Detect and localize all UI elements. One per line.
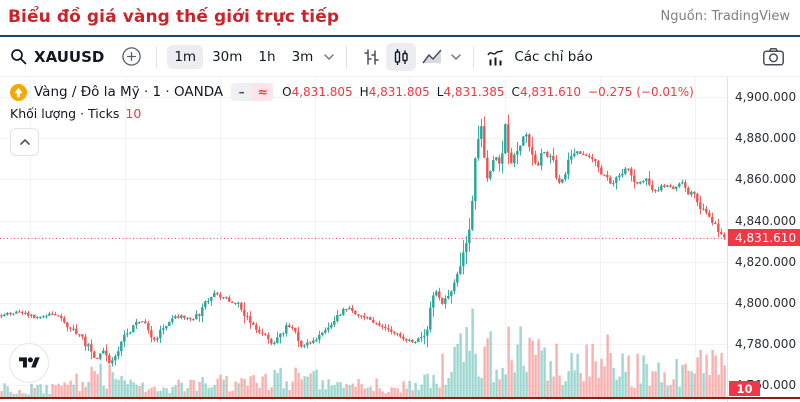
high-value: 4,831.805	[368, 85, 430, 99]
tradingview-logo[interactable]	[9, 343, 49, 383]
price-axis-label: 4,880.000	[735, 131, 797, 146]
volume-legend-value: 10	[125, 106, 142, 121]
timeframe-dropdown-chevron-icon[interactable]	[324, 53, 335, 60]
volume-legend-label: Khối lượng · Ticks	[10, 106, 120, 121]
volume-legend[interactable]: Khối lượng · Ticks 10	[10, 106, 141, 121]
close-key: C	[511, 85, 520, 99]
chart-style-dropdown-chevron-icon[interactable]	[451, 53, 462, 60]
timeframe-3m[interactable]: 3m	[291, 48, 314, 65]
source-attribution: Nguồn: TradingView	[660, 9, 790, 24]
low-value: 4,831.385	[443, 85, 505, 99]
indicators-label: Các chỉ báo	[514, 48, 593, 65]
legend-actions: – ≈	[231, 83, 274, 101]
page-header: Biểu đồ giá vàng thế giới trực tiếp Nguồ…	[0, 0, 800, 35]
timeframe-1h[interactable]: 1h	[258, 48, 276, 65]
chart-toolbar: XAUUSD 1m 30m 1h 3m Các chỉ báo	[0, 37, 800, 77]
price-axis-label: 4,860.000	[735, 172, 797, 187]
ohlc-values: O 4,831.805 H 4,831.805 L 4,831.385 C 4,831.…	[282, 85, 694, 99]
toolbar-divider	[156, 45, 158, 68]
close-value: 4,831.610	[519, 85, 582, 99]
chart-style-bars-icon[interactable]	[356, 43, 386, 71]
indicators-button[interactable]: Các chỉ báo	[483, 43, 595, 71]
chart-style-candles-icon[interactable]	[386, 42, 417, 71]
price-chart-canvas[interactable]	[0, 77, 800, 402]
timeframe-30m[interactable]: 30m	[212, 48, 243, 65]
collapse-pane-button[interactable]	[10, 128, 39, 156]
search-icon[interactable]	[10, 48, 27, 65]
chevron-up-icon	[19, 139, 30, 145]
toolbar-divider	[473, 45, 475, 68]
symbol-legend[interactable]: Vàng / Đô la Mỹ · 1 · OANDA – ≈ O 4,831.8…	[10, 83, 694, 101]
price-axis-label: 4,900.000	[735, 90, 797, 104]
open-key: O	[282, 85, 292, 99]
change-value: −0.275 (−0.01%)	[588, 85, 694, 99]
chart-area: Vàng / Đô la Mỹ · 1 · OANDA – ≈ O 4,831.8…	[0, 77, 800, 402]
price-axis-label: 4,840.000	[735, 213, 797, 228]
symbol-search-button[interactable]: XAUUSD	[34, 47, 105, 66]
timeframe-1m[interactable]: 1m	[167, 44, 204, 69]
chart-style-area-icon[interactable]	[416, 43, 448, 71]
snapshot-camera-icon[interactable]	[757, 43, 790, 71]
page-title: Biểu đồ giá vàng thế giới trực tiếp	[8, 7, 340, 27]
gold-coin-icon	[10, 83, 27, 101]
price-axis-label: 4,780.000	[735, 337, 797, 352]
toolbar-divider	[346, 45, 348, 68]
last-price-badge: 4,831.610	[728, 229, 800, 246]
legend-hide-button[interactable]: –	[231, 83, 253, 101]
price-axis-label: 4,820.000	[735, 254, 797, 269]
header-divider	[0, 35, 800, 37]
indicators-icon	[485, 47, 507, 67]
legend-symbol-title: Vàng / Đô la Mỹ · 1 · OANDA	[34, 84, 224, 100]
high-key: H	[359, 85, 369, 99]
legend-more-button[interactable]: ≈	[252, 83, 274, 101]
volume-scale-badge: 10	[729, 381, 760, 396]
price-axis-label: 4,800.000	[735, 296, 797, 310]
compare-add-symbol-button[interactable]	[116, 42, 147, 71]
low-key: L	[436, 85, 444, 99]
open-value: 4,831.805	[291, 85, 353, 99]
